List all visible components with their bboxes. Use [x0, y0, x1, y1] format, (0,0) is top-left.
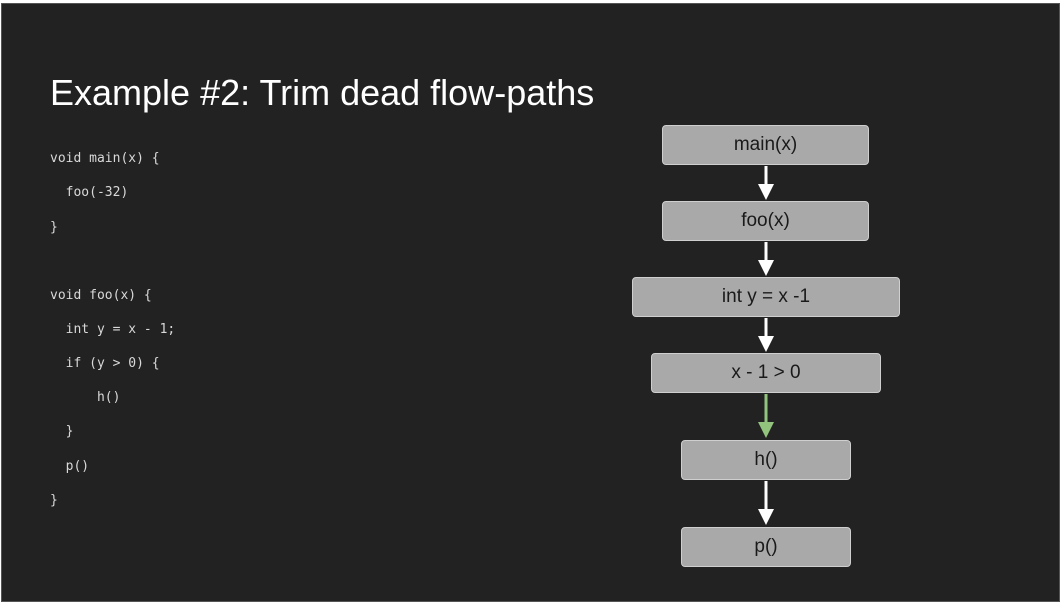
flow-diagram: main(x) foo(x) int y = x -1 x - 1 > 0 h(… [2, 4, 1059, 601]
code-line: h() [50, 390, 121, 405]
code-line: int y = x - 1; [50, 322, 176, 337]
code-line: } [50, 220, 58, 235]
node-condition: x - 1 > 0 [651, 353, 881, 393]
code-line: } [50, 424, 74, 439]
code-line: } [50, 493, 58, 508]
slide: Example #2: Trim dead flow-paths void ma… [1, 3, 1060, 602]
code-line: if (y > 0) { [50, 356, 160, 371]
edge-h-to-p [758, 481, 774, 525]
code-line: void main(x) { [50, 151, 160, 166]
flow-arrows [758, 166, 774, 525]
node-p: p() [681, 527, 851, 567]
node-main: main(x) [662, 125, 869, 165]
node-h: h() [681, 440, 851, 480]
edge-foo-to-assign [758, 242, 774, 276]
node-foo: foo(x) [662, 201, 869, 241]
code-line: p() [50, 459, 90, 474]
slide-title: Example #2: Trim dead flow-paths [50, 72, 595, 113]
edge-assign-to-condition [758, 318, 774, 352]
code-line: foo(-32) [50, 185, 129, 200]
edge-main-to-foo [758, 166, 774, 200]
node-assign-y: int y = x -1 [632, 277, 900, 317]
code-listing: void main(x) { foo(-32) } void foo(x) { … [50, 4, 610, 601]
edge-condition-to-h [758, 394, 774, 438]
code-line: void foo(x) { [50, 288, 152, 303]
